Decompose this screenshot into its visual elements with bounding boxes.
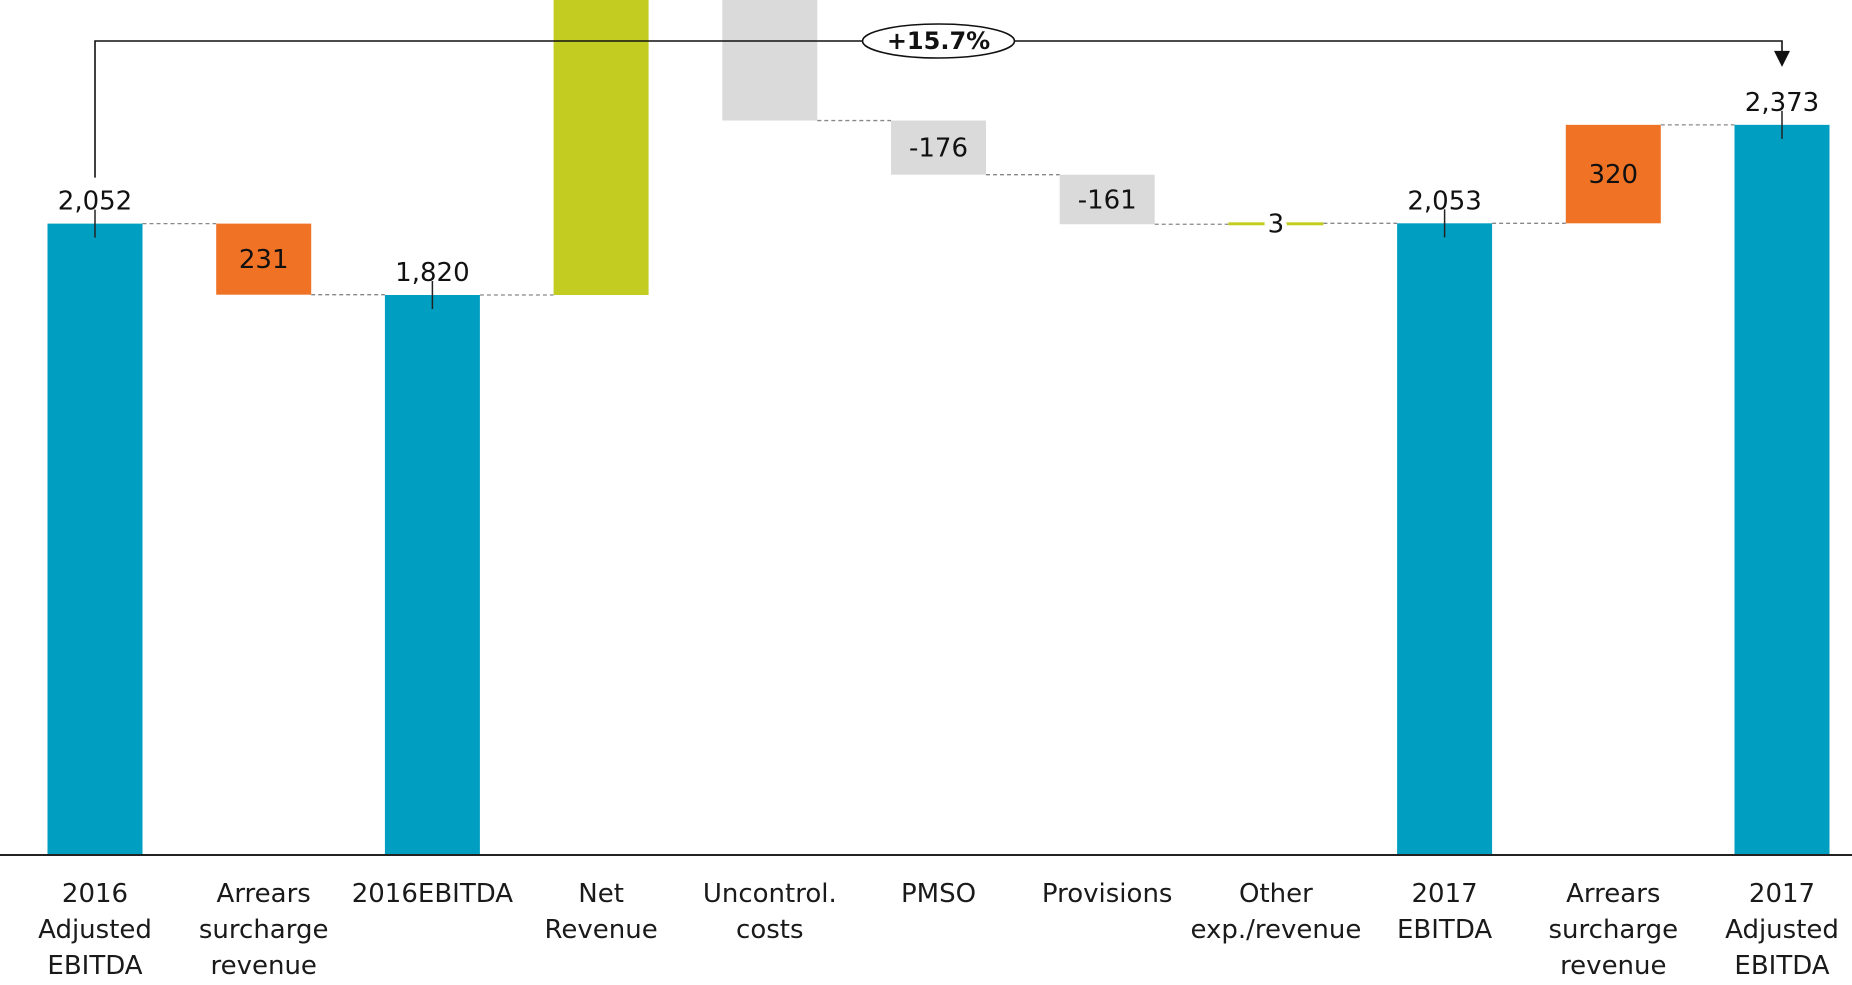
x-tick-label: revenue [210, 951, 316, 981]
x-tick-label: Provisions [1042, 879, 1173, 909]
bar [1059, 174, 1155, 225]
bar [1228, 222, 1324, 226]
data-label: -176 [909, 134, 968, 164]
x-tick-label: exp./revenue [1190, 915, 1361, 945]
x-tick-label: Arrears [1566, 879, 1660, 909]
bar [216, 223, 312, 295]
x-tick-label: Uncontrol. [703, 879, 837, 909]
x-tick-label: 2017 [1412, 879, 1478, 909]
bar [891, 120, 986, 175]
bar [47, 223, 143, 856]
x-tick-label: Revenue [544, 915, 657, 945]
growth-badge [861, 23, 1016, 59]
bar [1734, 124, 1830, 856]
bar [1565, 124, 1661, 224]
x-tick-label: PMSO [901, 879, 976, 909]
growth-arrowhead [1774, 50, 1790, 67]
bar [722, 0, 818, 121]
x-tick-label: Net [578, 879, 624, 909]
bar [1397, 223, 1493, 856]
bar [553, 0, 649, 296]
x-tick-label: 2017 [1749, 879, 1815, 909]
data-label: 320 [1588, 160, 1638, 190]
data-label: 2,373 [1745, 88, 1819, 118]
data-label: 231 [239, 245, 289, 275]
x-tick-label: surcharge [1549, 915, 1679, 945]
data-label: -161 [1078, 185, 1137, 215]
data-label: 1,820 [395, 258, 469, 288]
x-tick-label: EBITDA [1734, 951, 1829, 981]
data-label: 2,053 [1407, 186, 1481, 216]
bar [384, 295, 480, 855]
x-tick-label: costs [736, 915, 804, 945]
x-tick-label: 2016EBITDA [352, 879, 514, 909]
x-tick-label: EBITDA [1397, 915, 1492, 945]
data-label: 3 [1268, 209, 1285, 239]
x-tick-label: Other [1239, 879, 1313, 909]
x-tick-label: Adjusted [38, 915, 152, 945]
x-tick-label: Adjusted [1725, 915, 1839, 945]
data-label: 2,052 [58, 187, 132, 217]
x-tick-label: revenue [1560, 951, 1666, 981]
growth-percent-label: +15.7% [887, 27, 990, 55]
x-tick-label: 2016 [62, 879, 128, 909]
x-tick-label: EBITDA [47, 951, 142, 981]
x-tick-label: surcharge [199, 915, 329, 945]
x-tick-label: Arrears [217, 879, 311, 909]
